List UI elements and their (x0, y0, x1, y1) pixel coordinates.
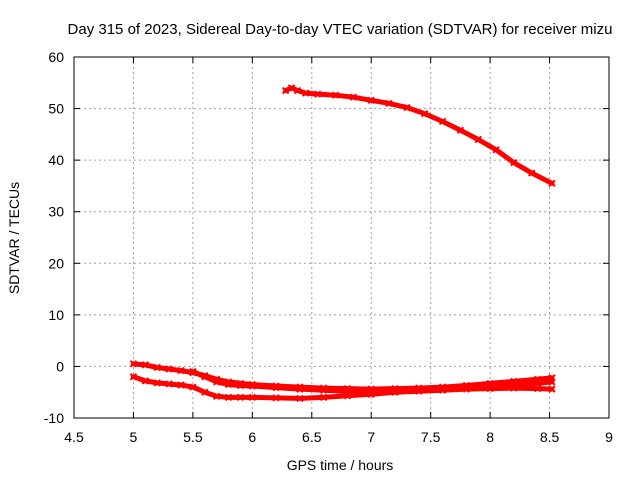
x-tick-label: 7.5 (421, 429, 441, 445)
data-point (201, 373, 209, 381)
data-point (391, 388, 399, 396)
data-point (212, 378, 221, 386)
data-point (302, 89, 310, 97)
data-point (272, 394, 280, 402)
data-point (349, 93, 358, 101)
x-tick-label: 4.5 (64, 429, 84, 445)
data-point (319, 393, 328, 402)
data-point (462, 385, 471, 393)
data-point (201, 388, 209, 396)
data-point (421, 110, 429, 118)
data-point (189, 367, 197, 376)
data-point (548, 179, 556, 188)
data-point (492, 146, 500, 154)
data-point (153, 379, 161, 387)
data-point (456, 126, 465, 134)
data-point (224, 380, 233, 389)
data-point (236, 381, 245, 390)
data-point (415, 387, 423, 395)
data-point (296, 385, 304, 393)
x-tick-label: 8 (486, 429, 494, 445)
x-tick-label: 5.5 (183, 429, 203, 445)
data-point (236, 393, 245, 402)
y-tick-label: 20 (48, 255, 64, 271)
y-tick-label: 10 (48, 307, 64, 323)
data-point (129, 360, 138, 368)
x-tick-label: 7 (367, 429, 375, 445)
data-point (314, 90, 322, 98)
y-tick-label: 0 (56, 358, 64, 374)
series-lower-track-C (189, 367, 556, 396)
data-point (474, 135, 482, 144)
x-tick-label: 8.5 (540, 429, 560, 445)
y-tick-label: -10 (44, 410, 64, 426)
data-point (212, 392, 221, 401)
data-point (367, 96, 375, 105)
data-point (293, 86, 302, 95)
y-axis-label: SDTVAR / TECUs (6, 182, 22, 294)
data-point (533, 384, 542, 393)
y-tick-label: 60 (48, 49, 64, 65)
data-point (510, 384, 518, 392)
data-point (129, 373, 138, 381)
series-line (130, 374, 555, 401)
data-point (331, 91, 340, 99)
x-tick-label: 6.5 (302, 429, 322, 445)
data-point (296, 394, 304, 403)
x-tick-label: 9 (605, 429, 613, 445)
data-point (248, 382, 257, 390)
data-point (248, 393, 257, 402)
data-point (287, 84, 296, 92)
y-tick-label: 40 (48, 152, 64, 168)
data-point (189, 383, 197, 391)
data-series-group (129, 84, 556, 403)
axis-ticks (73, 56, 610, 419)
data-point (528, 169, 536, 177)
data-point (343, 387, 352, 395)
chart-title: Day 315 of 2023, Sidereal Day-to-day VTE… (68, 21, 613, 38)
y-tick-label: 30 (48, 204, 64, 220)
series-upper-track (281, 84, 556, 188)
data-point (165, 380, 173, 388)
x-tick-label: 6 (248, 429, 256, 445)
data-point (281, 86, 290, 95)
data-point (153, 363, 161, 372)
data-point (272, 383, 280, 392)
data-point (403, 103, 411, 112)
data-point (385, 99, 393, 108)
data-point (319, 386, 328, 394)
data-point (141, 361, 150, 369)
data-point (510, 159, 518, 167)
plot-frame (73, 56, 610, 419)
y-tick-label: 50 (48, 101, 64, 117)
data-point (367, 388, 375, 396)
tick-labels: 4.5 5 5.5 6 6.5 7 7.5 8 8.5 9 -10 0 10 20 30 40 50 60 (44, 49, 613, 445)
data-point (224, 393, 233, 402)
data-point (165, 365, 173, 373)
x-tick-label: 5 (130, 429, 138, 445)
data-point (177, 381, 185, 389)
x-axis-label: GPS time / hours (287, 457, 394, 473)
data-point (548, 378, 556, 386)
data-point (438, 386, 447, 394)
data-point (438, 117, 447, 126)
data-point (486, 384, 494, 393)
data-point (548, 385, 556, 393)
data-point (177, 366, 185, 375)
data-point (141, 377, 150, 385)
